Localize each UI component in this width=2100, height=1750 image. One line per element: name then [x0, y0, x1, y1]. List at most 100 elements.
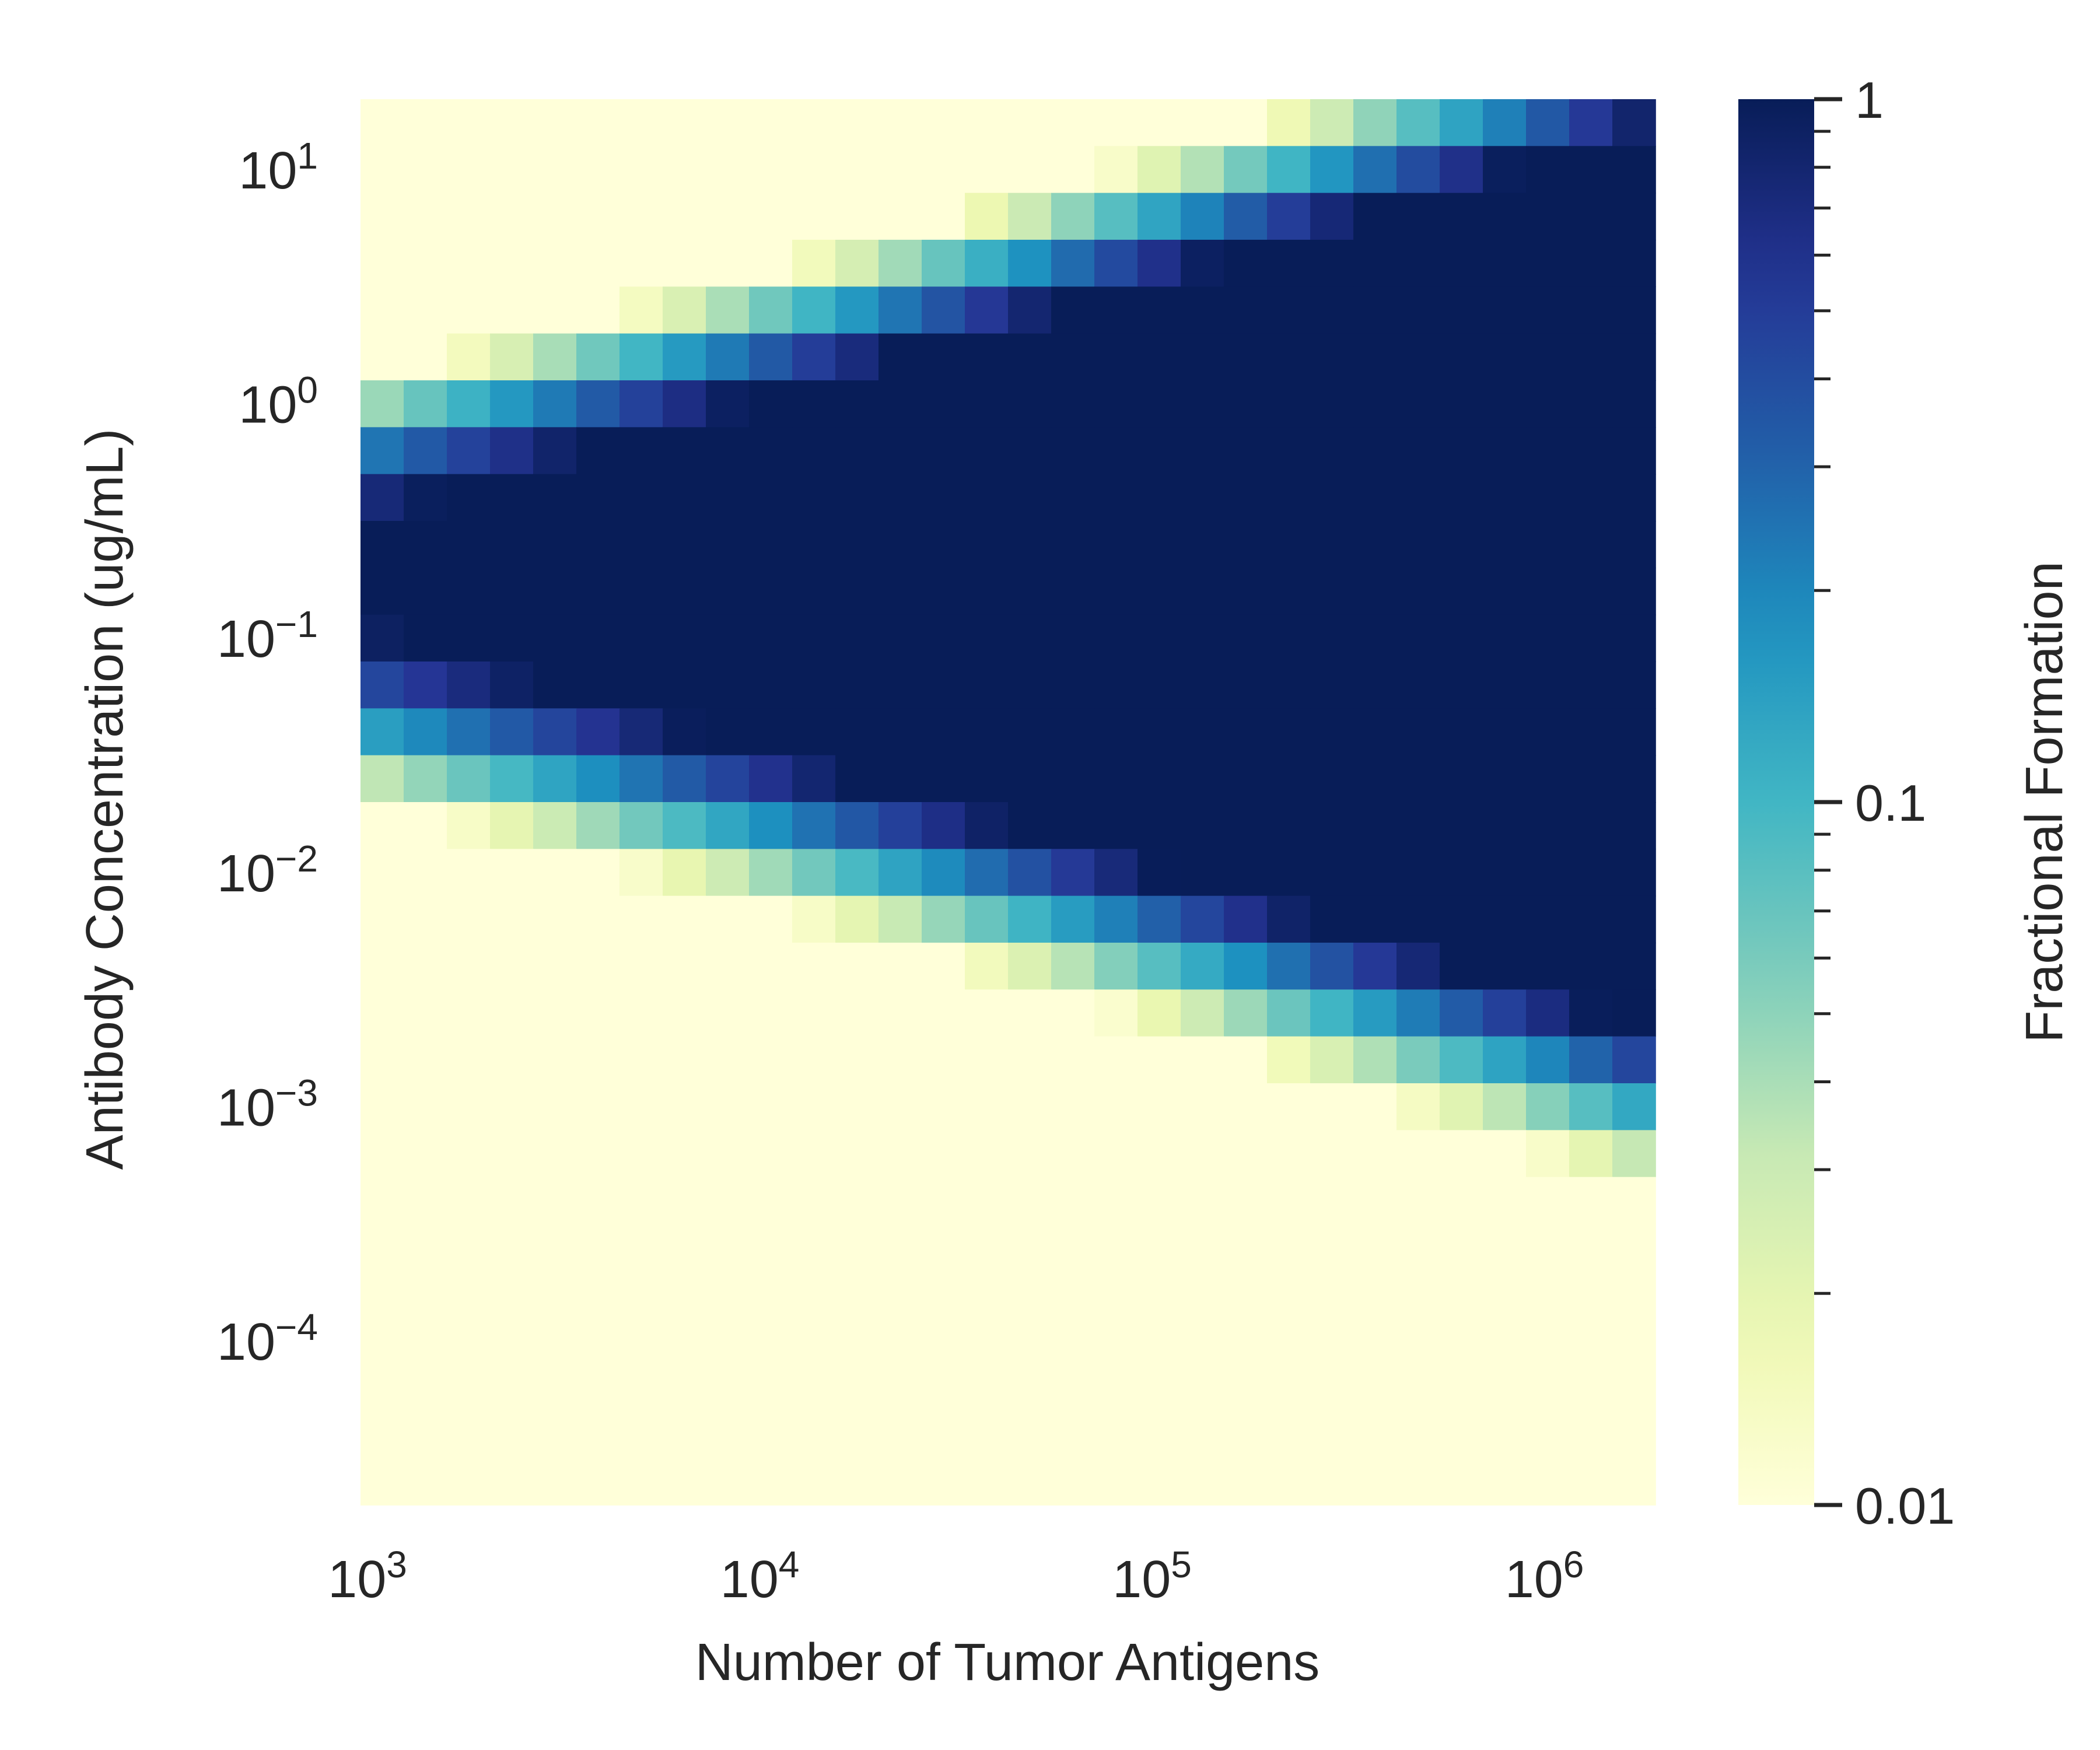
heatmap-cell [1440, 192, 1483, 240]
heatmap-cell [533, 1411, 577, 1459]
heatmap-cell [706, 849, 750, 897]
heatmap-cell [749, 614, 793, 662]
heatmap-cell [1396, 521, 1440, 569]
heatmap-cell [1353, 474, 1397, 522]
heatmap-cell [792, 1411, 836, 1459]
heatmap-cell [878, 1224, 922, 1272]
heatmap-cell [1526, 1224, 1570, 1272]
heatmap-cell [835, 192, 879, 240]
heatmap-cell [922, 568, 965, 615]
heatmap-cell [1224, 99, 1268, 147]
heatmap-cell [1224, 1317, 1268, 1365]
heatmap-cell [922, 1411, 965, 1459]
heatmap-cell [490, 1177, 534, 1224]
heatmap-cell [1440, 802, 1483, 850]
heatmap-cell [1008, 1130, 1052, 1178]
heatmap-cell [1396, 1130, 1440, 1178]
heatmap-cell [878, 755, 922, 803]
heatmap-cell [1526, 568, 1570, 615]
heatmap-cell [404, 333, 447, 381]
heatmap-cell [1569, 895, 1613, 943]
heatmap-cell [965, 849, 1009, 897]
heatmap-cell [749, 1224, 793, 1272]
heatmap-cell [360, 1130, 404, 1178]
heatmap-cell [1224, 1224, 1268, 1272]
heatmap-cell [620, 614, 663, 662]
heatmap-cell [360, 1177, 404, 1224]
heatmap-cell [1181, 802, 1224, 850]
heatmap-cell [1051, 1458, 1095, 1506]
heatmap-cell [792, 1270, 836, 1318]
heatmap-cell [792, 1177, 836, 1224]
heatmap-cell [1483, 380, 1527, 428]
heatmap-cell [1483, 333, 1527, 381]
heatmap-cell [360, 1364, 404, 1412]
heatmap-cell [490, 662, 534, 709]
heatmap-cell [1569, 1270, 1613, 1318]
heatmap-cell [878, 521, 922, 569]
heatmap-cell [878, 380, 922, 428]
heatmap-cell [1396, 1224, 1440, 1272]
heatmap-cell [1526, 427, 1570, 475]
heatmap-cell [1181, 568, 1224, 615]
heatmap-cell [404, 474, 447, 522]
heatmap-cell [1526, 146, 1570, 194]
heatmap-cell [1353, 755, 1397, 803]
heatmap-cell [922, 802, 965, 850]
heatmap-cell [1267, 708, 1311, 756]
heatmap-cell [360, 1458, 404, 1506]
heatmap-cell [533, 755, 577, 803]
heatmap-cell [792, 146, 836, 194]
heatmap-cell [1181, 521, 1224, 569]
heatmap-cell [1353, 1130, 1397, 1178]
heatmap-cell [1224, 895, 1268, 943]
heatmap-cell [1138, 1411, 1181, 1459]
heatmap-cell [965, 1411, 1009, 1459]
heatmap-cell [749, 1364, 793, 1412]
heatmap-cell [706, 1224, 750, 1272]
heatmap-cell [1353, 286, 1397, 334]
heatmap-cell [1267, 474, 1311, 522]
heatmap-cell [1224, 943, 1268, 991]
heatmap-cell [1138, 1458, 1181, 1506]
heatmap-cell [1267, 802, 1311, 850]
colorbar-ticks: 1 0.1 0.01 [1814, 71, 1955, 1535]
heatmap-cell [1612, 849, 1656, 897]
heatmap-cell [1310, 146, 1354, 194]
heatmap-cell [533, 192, 577, 240]
heatmap-cell [490, 895, 534, 943]
heatmap-cell [1612, 1177, 1656, 1224]
heatmap-cell [1008, 708, 1052, 756]
heatmap-cell [878, 286, 922, 334]
heatmap-cell [1138, 708, 1181, 756]
heatmap-cell [1267, 755, 1311, 803]
heatmap-cell [1224, 802, 1268, 850]
heatmap-cell [1353, 614, 1397, 662]
heatmap-cell [1051, 380, 1095, 428]
heatmap-cell [1353, 943, 1397, 991]
heatmap-cell [1396, 943, 1440, 991]
heatmap-cell [706, 99, 750, 147]
heatmap-cell [1526, 1177, 1570, 1224]
heatmap-cell [1396, 427, 1440, 475]
heatmap-cell [965, 427, 1009, 475]
heatmap-cell [835, 1364, 879, 1412]
heatmap-cell [1612, 895, 1656, 943]
heatmap-cell [792, 802, 836, 850]
heatmap-cell [404, 380, 447, 428]
heatmap-cell [1008, 286, 1052, 334]
heatmap-cell [663, 1036, 706, 1084]
heatmap-cell [1051, 192, 1095, 240]
heatmap-cell [1440, 1036, 1483, 1084]
heatmap-cell [1094, 427, 1138, 475]
heatmap-cell [447, 333, 491, 381]
heatmap-cell [922, 895, 965, 943]
heatmap-cell [447, 192, 491, 240]
heatmap-cell [663, 1317, 706, 1365]
heatmap-cell [663, 474, 706, 522]
heatmap-cell [1612, 1411, 1656, 1459]
heatmap-cell [1008, 333, 1052, 381]
heatmap-cell [1094, 1224, 1138, 1272]
heatmap-cell [404, 802, 447, 850]
heatmap-cell [965, 943, 1009, 991]
